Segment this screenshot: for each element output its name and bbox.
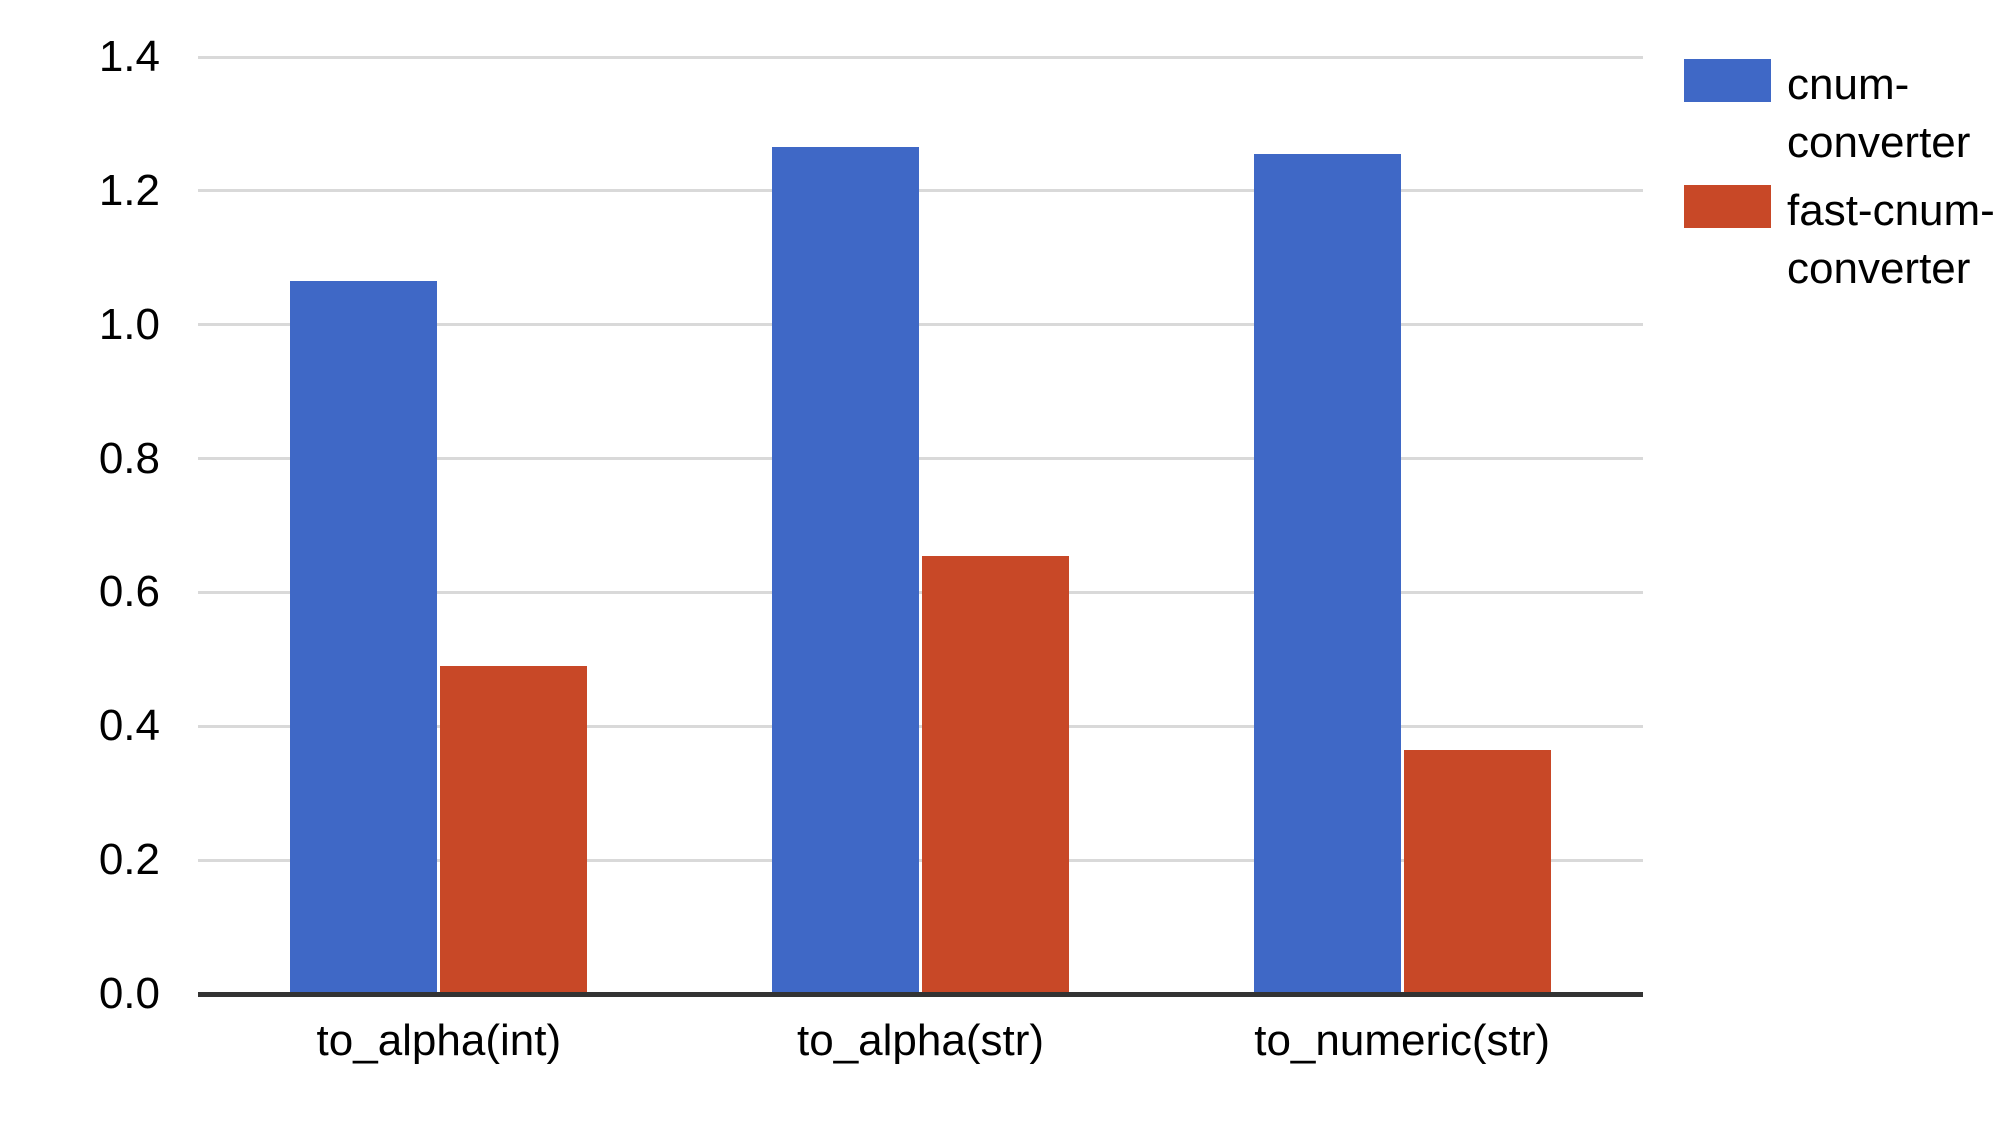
legend-entry-fast-cnum-converter: fast-cnum-converter xyxy=(1684,182,2014,298)
x-axis-category-label: to_numeric(str) xyxy=(1254,1016,1551,1065)
bar-cnum-converter-to_alpha(int) xyxy=(290,281,438,994)
y-axis-tick-label: 0.4 xyxy=(98,701,160,751)
legend-label: fast-cnum-converter xyxy=(1787,186,1995,293)
y-axis-tick-label: 0.0 xyxy=(98,969,160,1018)
legend-entry-cnum-converter: cnum-converter xyxy=(1684,56,2014,172)
legend-swatch-fast-cnum-converter xyxy=(1684,185,1771,228)
gridline-1.4 xyxy=(198,55,1643,59)
x-axis-category-label: to_alpha(str) xyxy=(796,1016,1045,1065)
gridline-0.8 xyxy=(198,457,1643,461)
y-axis-tick-label: 1.0 xyxy=(98,299,160,349)
y-axis-tick-label: 0.2 xyxy=(98,835,160,885)
bar-fast-cnum-converter-to_numeric(str) xyxy=(1403,749,1551,994)
y-axis-tick-label: 1.2 xyxy=(98,165,160,215)
gridline-1.2 xyxy=(198,189,1643,193)
legend-swatch-cnum-converter xyxy=(1684,59,1771,102)
bar-fast-cnum-converter-to_alpha(str) xyxy=(922,555,1069,994)
x-axis-line xyxy=(198,992,1643,997)
y-axis-tick-label: 0.6 xyxy=(98,567,160,617)
gridline-0.2 xyxy=(198,858,1643,862)
bar-cnum-converter-to_alpha(str) xyxy=(772,147,919,994)
gridline-0.6 xyxy=(198,590,1643,594)
y-axis-tick-label: 1.4 xyxy=(98,32,160,81)
gridline-1.0 xyxy=(198,323,1643,327)
gridline-0.4 xyxy=(198,724,1643,728)
y-axis-tick-label: 0.8 xyxy=(98,433,160,483)
bar-cnum-converter-to_numeric(str) xyxy=(1253,154,1401,994)
bar-fast-cnum-converter-to_alpha(int) xyxy=(440,666,588,994)
legend: cnum-converter fast-cnum-converter xyxy=(1684,56,2014,298)
x-axis-category-label: to_alpha(int) xyxy=(316,1016,562,1065)
legend-label: cnum-converter xyxy=(1787,60,1971,167)
